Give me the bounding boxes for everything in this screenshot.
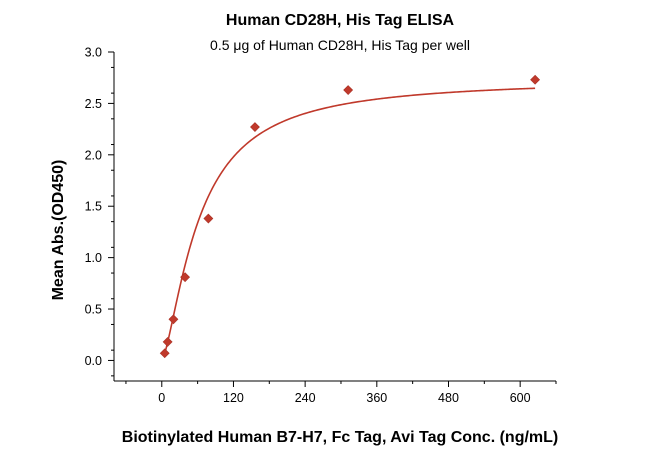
data-point: [162, 337, 173, 347]
data-point: [530, 74, 541, 85]
y-tick-label: 1.5: [85, 200, 102, 214]
y-tick-label: 1.0: [85, 251, 102, 265]
data-point: [343, 85, 354, 95]
x-tick-label: 0: [158, 391, 165, 405]
fit-curve-layer: [163, 87, 536, 354]
y-tick-label: 0.5: [85, 303, 102, 317]
ticks: 0.0 0.5 1.0 1.5 2.0 2.5 3.0 0 120 240 360 480 600: [85, 46, 557, 405]
x-tick-label: 120: [223, 391, 244, 405]
data-point: [250, 122, 260, 132]
y-tick-label: 2.0: [85, 148, 102, 162]
chart-subtitle: 0.5 μg of Human CD28H, His Tag per well: [210, 37, 470, 53]
data-point: [203, 213, 214, 224]
chart-title: Human CD28H, His Tag ELISA: [226, 12, 455, 29]
y-tick-label: 0.0: [85, 354, 102, 368]
axes: [113, 52, 556, 382]
x-axis-label: Biotinylated Human B7-H7, Fc Tag, Avi Ta…: [122, 429, 558, 446]
data-point: [168, 314, 179, 325]
data-points-layer: [159, 74, 541, 359]
y-axis-label: Mean Abs.(OD450): [50, 160, 67, 301]
data-point: [180, 272, 191, 283]
y-tick-label: 3.0: [85, 46, 102, 60]
data-point: [159, 348, 170, 359]
x-tick-label: 360: [366, 391, 387, 405]
x-tick-label: 600: [510, 391, 531, 405]
y-tick-label: 2.5: [85, 97, 102, 111]
x-tick-label: 480: [438, 391, 459, 405]
fit-curve: [163, 87, 536, 354]
x-tick-label: 240: [295, 391, 316, 405]
